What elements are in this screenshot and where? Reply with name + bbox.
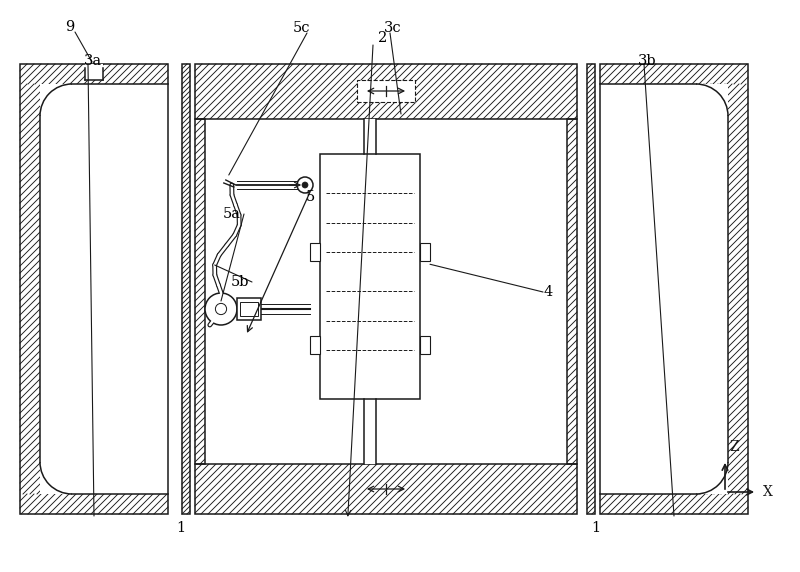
Text: X: X <box>763 485 773 499</box>
Text: 1: 1 <box>591 521 601 535</box>
Bar <box>420 243 430 261</box>
Circle shape <box>297 177 313 193</box>
Text: 1: 1 <box>177 521 186 535</box>
Bar <box>182 64 190 514</box>
Bar <box>600 64 748 514</box>
Bar <box>240 302 258 316</box>
Text: 5: 5 <box>306 190 314 204</box>
Circle shape <box>302 182 308 188</box>
Text: 9: 9 <box>66 20 74 34</box>
Bar <box>195 64 577 119</box>
Circle shape <box>205 293 237 325</box>
Bar <box>195 464 577 514</box>
Text: 5c: 5c <box>294 21 310 35</box>
Text: 3a: 3a <box>84 54 102 68</box>
Bar <box>40 84 168 494</box>
Text: 5b: 5b <box>230 275 250 289</box>
Text: Z: Z <box>729 440 738 454</box>
Bar <box>195 64 577 514</box>
Bar <box>364 119 376 154</box>
Bar <box>600 84 728 494</box>
Bar <box>195 119 205 464</box>
Bar <box>320 154 420 399</box>
Bar <box>567 119 577 464</box>
Bar <box>420 336 430 354</box>
Bar <box>20 64 168 514</box>
Text: 3b: 3b <box>638 54 656 68</box>
Circle shape <box>215 303 226 315</box>
Bar <box>310 336 320 354</box>
Text: 3c: 3c <box>384 21 402 35</box>
Bar <box>600 64 748 514</box>
Bar <box>364 399 376 464</box>
Bar <box>587 64 595 514</box>
Text: 5a: 5a <box>223 207 241 221</box>
Text: 4: 4 <box>543 285 553 299</box>
Bar <box>205 119 567 464</box>
Bar <box>310 243 320 261</box>
Bar <box>320 154 420 399</box>
Bar <box>85 64 103 80</box>
Bar <box>357 80 415 102</box>
Bar <box>237 298 261 320</box>
Text: 2: 2 <box>378 31 388 45</box>
Bar <box>20 64 168 514</box>
